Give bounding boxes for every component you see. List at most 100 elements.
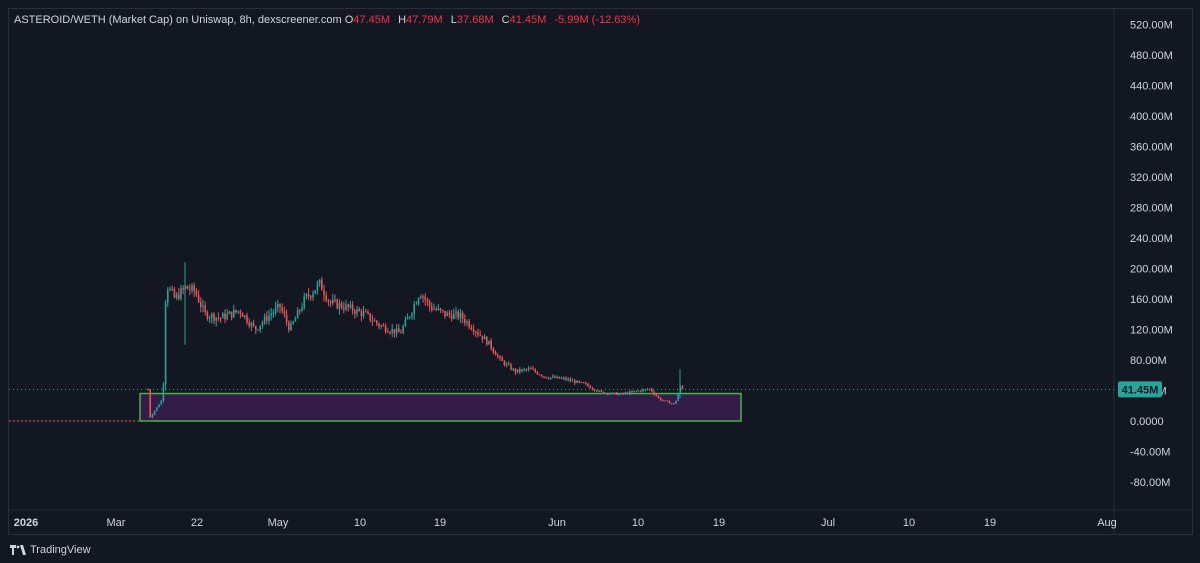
candle-body bbox=[384, 325, 387, 332]
candle-body bbox=[173, 289, 176, 298]
candle-body bbox=[270, 313, 272, 316]
candle-body bbox=[200, 302, 202, 307]
candle-body bbox=[657, 395, 660, 398]
candle-body bbox=[472, 329, 475, 332]
candle-body bbox=[336, 299, 338, 309]
candle-body bbox=[332, 299, 334, 304]
candle-body bbox=[426, 299, 429, 302]
candle-body bbox=[530, 368, 532, 370]
candle-body bbox=[446, 312, 448, 317]
candle-body bbox=[268, 315, 270, 321]
candle-body bbox=[248, 322, 250, 327]
candle-body bbox=[431, 306, 433, 310]
candle-body bbox=[246, 315, 248, 323]
candle-body bbox=[259, 325, 261, 330]
candle-body bbox=[481, 335, 484, 340]
y-tick-label: 480.00M bbox=[1130, 50, 1173, 62]
candle-body bbox=[338, 303, 341, 309]
candle-body bbox=[532, 368, 534, 370]
candle-body bbox=[303, 296, 305, 308]
x-tick-label: May bbox=[268, 517, 289, 529]
candle-body bbox=[321, 279, 323, 291]
candle-body bbox=[195, 291, 198, 296]
candle-body bbox=[477, 332, 479, 335]
candle-body bbox=[162, 384, 165, 401]
candle-body bbox=[417, 298, 420, 304]
candle-body bbox=[307, 294, 310, 297]
candle-body bbox=[340, 303, 343, 308]
candle-body bbox=[543, 376, 545, 378]
candle-body bbox=[160, 400, 162, 405]
last-price-tag-text: 41.45M bbox=[1122, 384, 1159, 396]
candle-body bbox=[378, 323, 380, 327]
candle-body bbox=[285, 314, 288, 323]
candle-body bbox=[356, 309, 358, 314]
candle-body bbox=[382, 325, 385, 327]
candle-body bbox=[538, 374, 541, 376]
candle-body bbox=[651, 388, 653, 392]
candle-body bbox=[499, 356, 501, 358]
candle-body bbox=[310, 296, 312, 298]
candle-body bbox=[510, 364, 512, 370]
candle-body bbox=[574, 380, 576, 383]
candle-body bbox=[567, 379, 569, 381]
y-tick-label: 0.0000 bbox=[1130, 416, 1164, 428]
candle-body bbox=[600, 390, 602, 392]
candle-body bbox=[516, 369, 519, 373]
candle-body bbox=[373, 320, 376, 322]
candle-body bbox=[358, 309, 360, 312]
candle-body bbox=[351, 304, 354, 311]
candle-body bbox=[613, 392, 616, 394]
y-tick-label: -40.00M bbox=[1130, 447, 1170, 459]
candle-body bbox=[164, 302, 167, 385]
candle-body bbox=[167, 290, 169, 303]
candle-body bbox=[151, 414, 154, 418]
candle-body bbox=[158, 404, 160, 408]
tradingview-logo-icon[interactable] bbox=[10, 545, 26, 555]
candle-body bbox=[514, 368, 517, 373]
candle-body bbox=[343, 307, 345, 310]
y-tick-label: 200.00M bbox=[1130, 264, 1173, 276]
candle-body bbox=[400, 332, 402, 334]
high-value: 47.79M bbox=[406, 14, 443, 26]
candle-body bbox=[547, 378, 550, 380]
candle-body bbox=[668, 401, 671, 404]
x-tick-label: 10 bbox=[632, 517, 644, 529]
candle-body bbox=[314, 290, 316, 294]
candle-body bbox=[349, 304, 352, 308]
candle-body bbox=[255, 326, 257, 330]
candle-body bbox=[266, 316, 268, 321]
x-tick-label: 19 bbox=[713, 517, 725, 529]
candle-body bbox=[554, 376, 556, 378]
candle-body bbox=[666, 400, 668, 402]
candle-body bbox=[387, 331, 389, 333]
candle-body bbox=[450, 314, 453, 320]
candle-body bbox=[318, 279, 321, 284]
candle-body bbox=[274, 307, 277, 313]
candle-body bbox=[189, 289, 191, 291]
candle-body bbox=[479, 334, 481, 336]
candle-body bbox=[521, 369, 523, 372]
candle-body bbox=[576, 380, 578, 383]
change-value: -5.99M (-12.63%) bbox=[554, 14, 640, 26]
candle-body bbox=[525, 369, 528, 371]
x-tick-label: 19 bbox=[984, 517, 996, 529]
candle-body bbox=[213, 313, 215, 321]
chart-frame[interactable] bbox=[8, 8, 1193, 535]
demand-zone-box[interactable] bbox=[139, 392, 742, 422]
candle-body bbox=[204, 305, 206, 313]
candle-body bbox=[648, 388, 651, 390]
candle-body bbox=[208, 317, 211, 319]
candle-body bbox=[591, 388, 594, 390]
candle-body bbox=[624, 392, 627, 394]
candle-body bbox=[578, 380, 580, 382]
candle-body bbox=[217, 317, 220, 319]
candle-body bbox=[215, 317, 217, 321]
candle-body bbox=[598, 390, 600, 392]
candle-body bbox=[622, 393, 624, 395]
candle-body bbox=[596, 390, 598, 392]
x-tick-label: Mar bbox=[107, 517, 126, 529]
tradingview-brand[interactable]: TradingView bbox=[30, 544, 91, 556]
candle-body bbox=[541, 374, 543, 377]
